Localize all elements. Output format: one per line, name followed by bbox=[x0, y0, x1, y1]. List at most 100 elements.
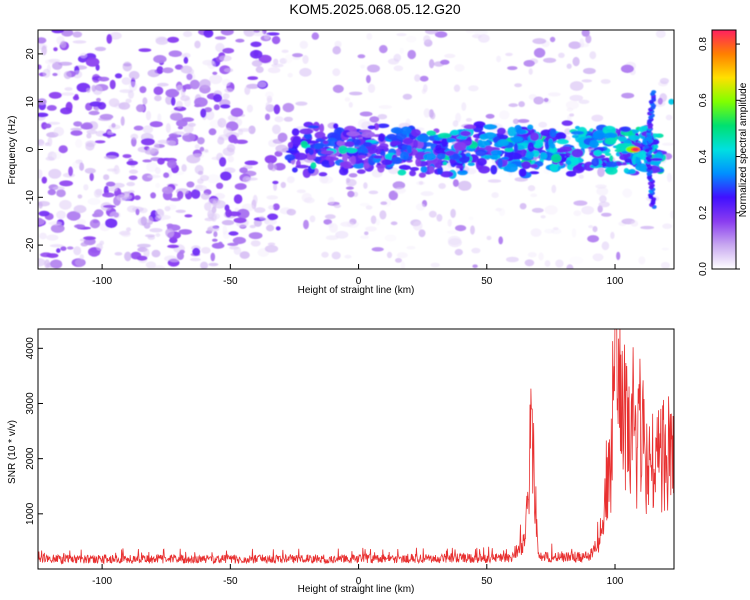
colorbar-gradient bbox=[711, 29, 737, 270]
heatmap-cell bbox=[572, 165, 585, 174]
heatmap-cell bbox=[263, 217, 270, 225]
heatmap-cell bbox=[294, 152, 308, 161]
heatmap-cell bbox=[60, 92, 75, 96]
heatmap-cell bbox=[153, 265, 166, 269]
heatmap-cell bbox=[73, 246, 82, 256]
heatmap-cell bbox=[183, 30, 193, 38]
heatmap-cell bbox=[137, 243, 151, 248]
heatmap-cell bbox=[666, 172, 672, 183]
heatmap-cell bbox=[48, 91, 62, 99]
heatmap-cell bbox=[273, 104, 281, 115]
heatmap-cell bbox=[153, 86, 164, 95]
heatmap-cell bbox=[204, 107, 213, 113]
heatmap-cell bbox=[386, 251, 393, 259]
heatmap-cell bbox=[38, 258, 46, 267]
heatmap-cell bbox=[197, 170, 204, 176]
heatmap-cell bbox=[213, 104, 220, 111]
heatmap-cell bbox=[79, 238, 86, 242]
colorbar-tick-label: 0.8 bbox=[698, 37, 709, 51]
heatmap-cell bbox=[364, 231, 369, 236]
heatmap-cell bbox=[275, 144, 288, 153]
heatmap-cell bbox=[471, 247, 481, 254]
heatmap-cell bbox=[301, 192, 312, 203]
heatmap-cell bbox=[465, 30, 475, 34]
heatmap-cell bbox=[79, 52, 88, 59]
heatmap-cell bbox=[346, 131, 361, 137]
heatmap-cell bbox=[411, 129, 421, 137]
heatmap-cell bbox=[145, 261, 157, 269]
heatmap-y-ticks: -20 -10 0 10 20 bbox=[25, 48, 43, 252]
heatmap-cell bbox=[419, 75, 429, 82]
heatmap-cell bbox=[365, 226, 377, 232]
heatmap-cell bbox=[438, 183, 446, 189]
heatmap-cell bbox=[592, 253, 604, 262]
heatmap-cell bbox=[83, 236, 96, 241]
heatmap-cell bbox=[339, 167, 349, 176]
heatmap-cell bbox=[119, 89, 134, 93]
heatmap-cell bbox=[215, 42, 225, 53]
heatmap-cell bbox=[178, 229, 192, 235]
heatmap-cell bbox=[554, 132, 567, 141]
heatmap-cell bbox=[309, 215, 316, 223]
heatmap-cell bbox=[308, 148, 314, 156]
heatmap-cell bbox=[194, 40, 201, 49]
heatmap-cell bbox=[588, 225, 594, 229]
heatmap-cell bbox=[264, 113, 271, 121]
heatmap-cell bbox=[265, 91, 274, 99]
heatmap-cell bbox=[89, 172, 94, 182]
heatmap-cell bbox=[429, 59, 435, 69]
heatmap-cell bbox=[264, 245, 279, 253]
heatmap-cell bbox=[155, 36, 169, 45]
heatmap-cell bbox=[305, 140, 319, 144]
heatmap-cell bbox=[44, 59, 56, 65]
heatmap-cell bbox=[157, 157, 165, 165]
heatmap-cell bbox=[366, 33, 373, 40]
heatmap-cell bbox=[527, 185, 536, 192]
heatmap-cell bbox=[428, 210, 437, 218]
heatmap-x-axis-label: Height of straight line (km) bbox=[298, 285, 415, 296]
heatmap-cell bbox=[124, 251, 132, 262]
heatmap-cell bbox=[348, 173, 358, 178]
heatmap-cell bbox=[457, 180, 472, 191]
heatmap-cell bbox=[285, 150, 299, 154]
heatmap-cell bbox=[319, 175, 329, 184]
x-tick-label: -100 bbox=[92, 276, 112, 287]
heatmap-cell bbox=[597, 205, 603, 213]
heatmap-cell bbox=[548, 92, 561, 97]
heatmap-cell bbox=[571, 148, 584, 158]
heatmap-cell bbox=[188, 68, 194, 75]
heatmap-cell bbox=[478, 34, 490, 43]
heatmap-cell bbox=[217, 136, 225, 145]
heatmap-cell bbox=[373, 122, 380, 131]
heatmap-cell bbox=[531, 207, 544, 213]
heatmap-cell bbox=[136, 104, 145, 113]
heatmap-cell bbox=[394, 187, 406, 194]
heatmap-cell bbox=[363, 141, 373, 147]
heatmap-cell bbox=[425, 30, 439, 35]
heatmap-cell bbox=[472, 264, 478, 269]
heatmap-cell bbox=[336, 140, 343, 146]
heatmap-cell bbox=[60, 107, 73, 115]
heatmap-cell bbox=[273, 58, 279, 65]
heatmap-cell bbox=[490, 149, 503, 156]
y-tick-label: 2000 bbox=[25, 447, 36, 470]
heatmap-cell bbox=[219, 55, 232, 62]
heatmap-cell bbox=[661, 247, 670, 251]
heatmap-cell bbox=[239, 251, 250, 259]
heatmap-cell bbox=[305, 152, 316, 161]
heatmap-cell bbox=[610, 231, 615, 239]
heatmap-cell bbox=[513, 143, 519, 153]
snr-x-axis-label: Height of straight line (km) bbox=[298, 584, 415, 595]
heatmap-cell bbox=[51, 30, 64, 34]
heatmap-cell bbox=[506, 256, 519, 263]
heatmap-cell bbox=[423, 108, 431, 118]
heatmap-cell bbox=[632, 147, 639, 152]
heatmap-cell bbox=[250, 240, 261, 247]
heatmap-cell bbox=[232, 138, 239, 144]
heatmap-cell bbox=[525, 150, 535, 159]
heatmap-cell bbox=[399, 47, 404, 54]
heatmap-cell bbox=[281, 49, 289, 53]
heatmap-cell bbox=[91, 84, 97, 92]
heatmap-cell bbox=[83, 184, 89, 191]
heatmap-cell bbox=[107, 186, 118, 192]
